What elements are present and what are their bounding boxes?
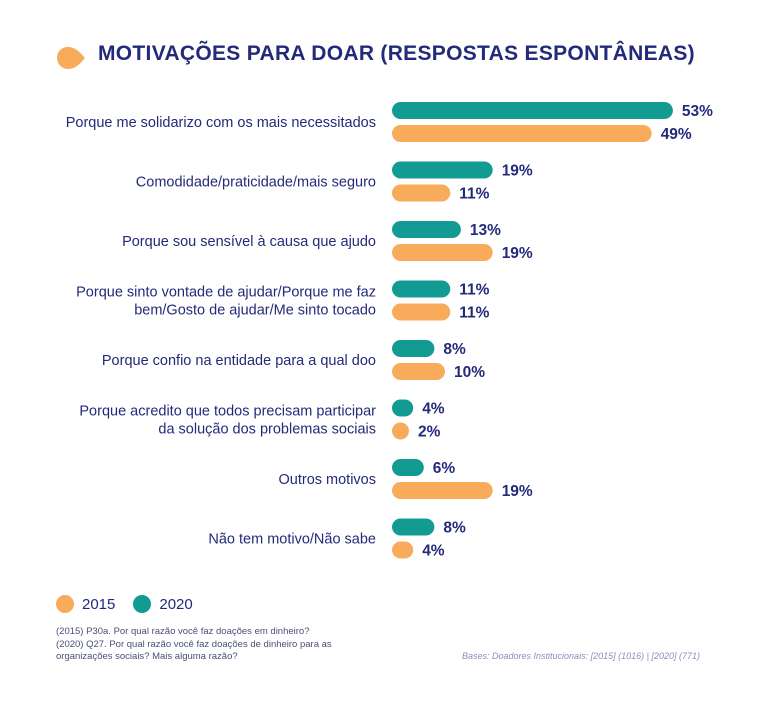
- category-label: Porque me solidarizo com os mais necessi…: [66, 115, 376, 131]
- category-label-line: Comodidade/praticidade/mais seguro: [136, 175, 376, 191]
- bar-2015: [392, 541, 414, 559]
- category-label: Outros motivos: [279, 472, 377, 488]
- category-label: Comodidade/praticidade/mais seguro: [136, 175, 376, 191]
- category-label: Porque sinto vontade de ajudar/Porque me…: [76, 285, 376, 319]
- value-label-2020: 8%: [443, 341, 466, 358]
- bar-chart: Porque me solidarizo com os mais necessi…: [66, 102, 713, 560]
- value-label-2020: 4%: [422, 401, 445, 418]
- bar-2020: [392, 102, 673, 119]
- category-label-line: da solução dos problemas sociais: [158, 422, 376, 438]
- value-label-2020: 13%: [470, 222, 501, 239]
- bar-2020: [392, 221, 461, 238]
- category-label-line: Porque sou sensível à causa que ajudo: [122, 234, 376, 250]
- legend-swatch-2020: [133, 595, 152, 613]
- legend: 2015 2020: [56, 595, 211, 613]
- value-label-2015: 10%: [454, 364, 485, 381]
- category-label: Porque sou sensível à causa que ajudo: [122, 234, 376, 250]
- value-label-2020: 19%: [502, 163, 533, 180]
- category-label-line: Porque acredito que todos precisam parti…: [79, 404, 376, 420]
- value-label-2015: 4%: [422, 543, 445, 560]
- value-label-2020: 11%: [459, 282, 489, 299]
- bar-2020: [392, 399, 414, 417]
- question-note: (2015) P30a. Por qual razão você faz doa…: [56, 626, 332, 664]
- bases-note: Bases: Doadores Institucionais: [2015] (…: [462, 651, 700, 661]
- legend-swatch-2015: [56, 595, 74, 613]
- bar-2015: [392, 422, 409, 440]
- bar-2015: [392, 244, 493, 261]
- bar-2020: [392, 459, 424, 476]
- legend-label-2020: 2020: [159, 595, 193, 613]
- bar-2015: [392, 303, 451, 321]
- category-label-line: Não tem motivo/Não sabe: [208, 532, 376, 548]
- value-label-2015: 11%: [459, 186, 489, 203]
- legend-label-2015: 2015: [82, 595, 116, 613]
- note-line: (2020) Q27. Por qual razão você faz doaç…: [56, 638, 332, 650]
- note-line: (2015) P30a. Por qual razão você faz doa…: [56, 626, 310, 637]
- category-label-line: Porque confio na entidade para a qual do…: [102, 353, 376, 369]
- bar-2020: [392, 518, 435, 536]
- category-label: Porque confio na entidade para a qual do…: [102, 353, 376, 369]
- category-label-line: Outros motivos: [279, 472, 377, 488]
- value-label-2015: 2%: [418, 424, 441, 441]
- bar-2015: [392, 125, 652, 142]
- bar-2015: [392, 184, 451, 202]
- category-label: Porque acredito que todos precisam parti…: [79, 404, 376, 438]
- bar-2020: [392, 161, 493, 179]
- category-label-line: bem/Gosto de ajudar/Me sinto tocado: [134, 303, 376, 319]
- bar-2020: [392, 280, 451, 298]
- value-label-2015: 49%: [661, 126, 692, 143]
- value-label-2015: 19%: [502, 483, 533, 500]
- legend-item-2020: 2020: [133, 595, 193, 613]
- bar-2015: [392, 482, 493, 499]
- value-label-2020: 8%: [443, 520, 466, 537]
- value-label-2015: 19%: [502, 245, 533, 262]
- legend-item-2015: 2015: [56, 595, 115, 613]
- bar-2020: [392, 340, 435, 357]
- value-label-2020: 53%: [682, 103, 713, 120]
- value-label-2020: 6%: [433, 460, 456, 477]
- category-label-line: Porque sinto vontade de ajudar/Porque me…: [76, 285, 376, 301]
- category-label-line: Porque me solidarizo com os mais necessi…: [66, 115, 376, 131]
- chart-title: MOTIVAÇÕES PARA DOAR (RESPOSTAS ESPONTÂN…: [98, 42, 695, 65]
- value-label-2015: 11%: [459, 305, 489, 322]
- title-bullet-icon: [57, 47, 85, 69]
- category-label: Não tem motivo/Não sabe: [208, 532, 376, 548]
- note-line: organizações sociais? Mais alguma razão?: [56, 651, 238, 662]
- bar-2015: [392, 363, 445, 380]
